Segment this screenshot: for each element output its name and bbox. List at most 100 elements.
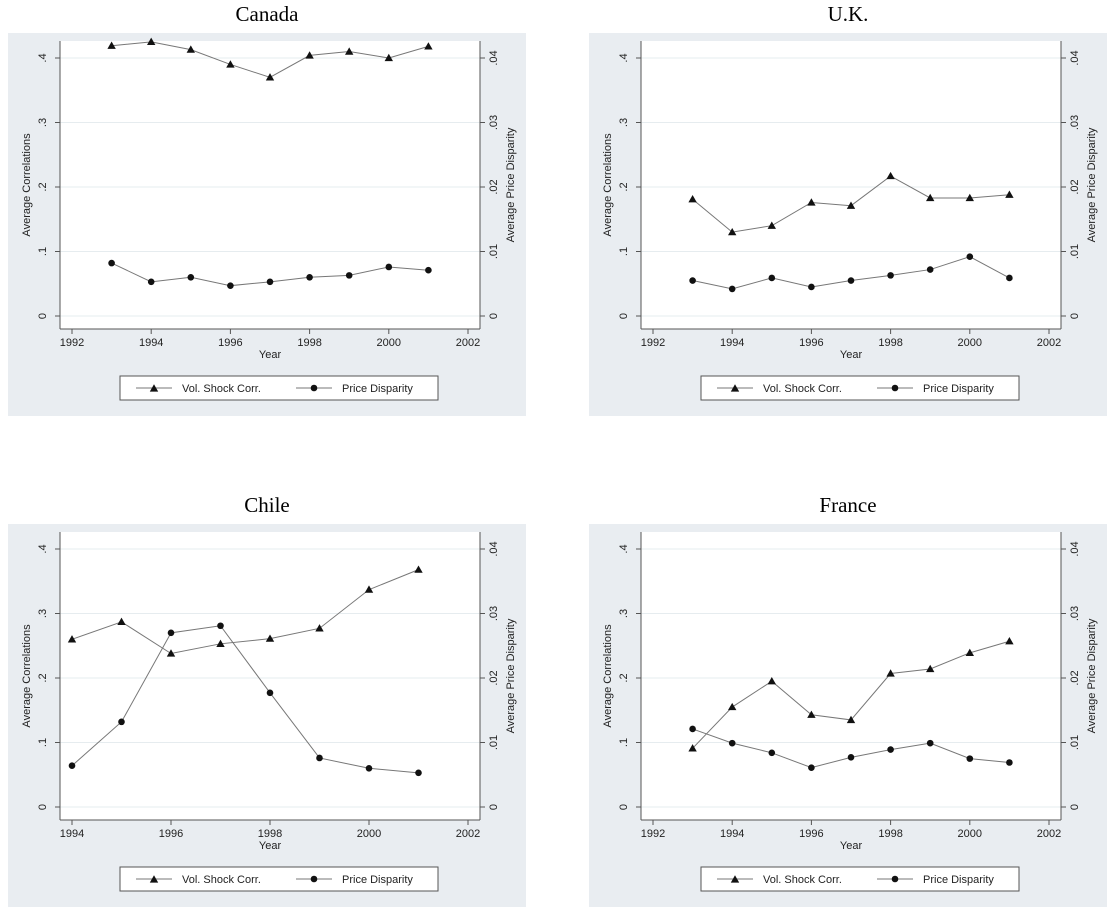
series-line — [71, 625, 419, 774]
data-point — [966, 755, 974, 762]
data-point — [415, 769, 422, 777]
data-point — [68, 762, 76, 770]
y-axis-left: 0 .1 .2 .3 .4 — [618, 53, 641, 319]
legend: Vol. Shock Corr. Price Disparity — [700, 375, 1020, 401]
y-tick-label: .1 — [37, 247, 49, 256]
y2-axis-title: Average Price Disparity — [505, 127, 517, 242]
y2-tick-label: 0 — [1069, 313, 1081, 319]
legend-marker-circle — [891, 384, 899, 392]
x-tick-label: 2000 — [377, 337, 401, 349]
series-vol-shock-corr — [107, 37, 433, 81]
data-point — [1005, 190, 1014, 198]
x-tick-label: 1996 — [799, 828, 823, 840]
y-tick-label: .1 — [618, 738, 630, 747]
chart-svg: 0 .1 .2 .3 .4 0 .01 .02 .03 .04 1992 1994 1996 1998 20… — [589, 33, 1107, 416]
y-tick-label: .3 — [618, 609, 630, 618]
legend-label: Price Disparity — [342, 874, 413, 886]
y-tick-label: .4 — [618, 544, 630, 553]
y-tick-label: 0 — [618, 804, 630, 810]
y2-axis-title: Average Price Disparity — [1086, 127, 1098, 242]
data-point — [808, 283, 815, 291]
plot-area — [641, 532, 1061, 820]
x-tick-label: 2002 — [1037, 828, 1061, 840]
data-point — [768, 274, 776, 282]
chart-panel-france: 0 .1 .2 .3 .4 0 .01 .02 .03 .04 1992 1994 1996 1998 20… — [589, 524, 1107, 907]
legend-marker-circle — [310, 384, 318, 392]
x-tick-label: 1996 — [159, 828, 183, 840]
y-axis-left: 0 .1 .2 .3 .4 — [37, 53, 60, 319]
chart-svg: 0 .1 .2 .3 .4 0 .01 .02 .03 .04 1992 1994 1996 1998 20… — [8, 33, 526, 416]
plot-area — [641, 41, 1061, 329]
y2-tick-label: .01 — [1069, 735, 1081, 750]
x-axis: 1992 1994 1996 1998 2000 2002 — [641, 329, 1061, 349]
data-point — [216, 639, 225, 647]
legend-marker-triangle — [730, 384, 740, 392]
x-tick-label: 1994 — [720, 337, 744, 349]
data-point — [107, 41, 116, 49]
data-point — [688, 195, 697, 203]
data-point — [965, 648, 974, 656]
data-point — [886, 171, 895, 180]
legend-marker-circle — [891, 875, 899, 883]
y2-tick-label: 0 — [488, 804, 500, 810]
y2-tick-label: .03 — [488, 606, 500, 621]
data-point — [67, 635, 77, 643]
data-point — [965, 193, 974, 202]
data-point — [384, 53, 393, 62]
data-point — [966, 253, 974, 260]
y-axis-title: Average Correlations — [602, 133, 614, 237]
data-point — [365, 765, 373, 772]
data-point — [1006, 759, 1013, 766]
legend-label: Vol. Shock Corr. — [182, 383, 261, 395]
data-point — [108, 259, 115, 267]
x-tick-label: 1998 — [878, 828, 902, 840]
x-axis-title: Year — [259, 840, 282, 852]
data-point — [147, 278, 155, 286]
y2-tick-label: .01 — [488, 735, 500, 750]
y-tick-label: 0 — [37, 804, 49, 810]
legend-box — [700, 866, 1020, 892]
data-point — [847, 277, 855, 284]
y2-tick-label: .02 — [1069, 179, 1081, 194]
y-tick-label: .3 — [618, 118, 630, 127]
data-point — [266, 278, 274, 286]
data-point — [807, 710, 816, 718]
y-axis-title: Average Correlations — [602, 624, 614, 728]
data-point — [147, 37, 156, 46]
legend: Vol. Shock Corr. Price Disparity — [119, 375, 439, 401]
y-tick-label: .3 — [37, 609, 49, 618]
x-axis: 1992 1994 1996 1998 2000 2002 — [641, 820, 1061, 840]
data-point — [425, 266, 432, 274]
data-point — [926, 266, 934, 273]
legend-label: Vol. Shock Corr. — [763, 874, 842, 886]
y2-tick-label: .03 — [488, 115, 500, 130]
y2-axis-title: Average Price Disparity — [1086, 618, 1098, 733]
plot-area — [60, 532, 480, 820]
x-tick-label: 2002 — [456, 337, 480, 349]
panel-title-uk: U.K. — [827, 2, 869, 26]
y2-tick-label: .04 — [1069, 541, 1081, 556]
chart-svg: 0 .1 .2 .3 .4 0 .01 .02 .03 .04 1992 1994 1996 1998 20… — [589, 524, 1107, 907]
y-tick-label: 0 — [37, 313, 49, 319]
data-point — [265, 634, 275, 642]
y2-tick-label: .02 — [1069, 670, 1081, 685]
x-axis: 1992 1994 1996 1998 2000 2002 — [60, 329, 480, 349]
data-point — [768, 749, 776, 757]
series-vol-shock-corr — [688, 171, 1014, 236]
data-point — [688, 744, 697, 752]
y2-tick-label: .01 — [488, 244, 500, 259]
x-tick-label: 2000 — [357, 828, 381, 840]
data-point — [345, 272, 353, 279]
data-point — [926, 193, 935, 202]
legend-label: Vol. Shock Corr. — [763, 383, 842, 395]
legend-label: Price Disparity — [923, 383, 994, 395]
y-tick-label: .1 — [618, 247, 630, 256]
x-tick-label: 1994 — [139, 337, 163, 349]
data-point — [887, 272, 894, 279]
panel-title-chile: Chile — [244, 493, 290, 517]
data-point — [926, 739, 934, 747]
data-point — [728, 739, 736, 747]
x-tick-label: 2000 — [958, 337, 982, 349]
data-point — [166, 649, 176, 657]
chart-panel-canada: 0 .1 .2 .3 .4 0 .01 .02 .03 .04 1992 1994 1996 1998 20… — [8, 33, 526, 416]
